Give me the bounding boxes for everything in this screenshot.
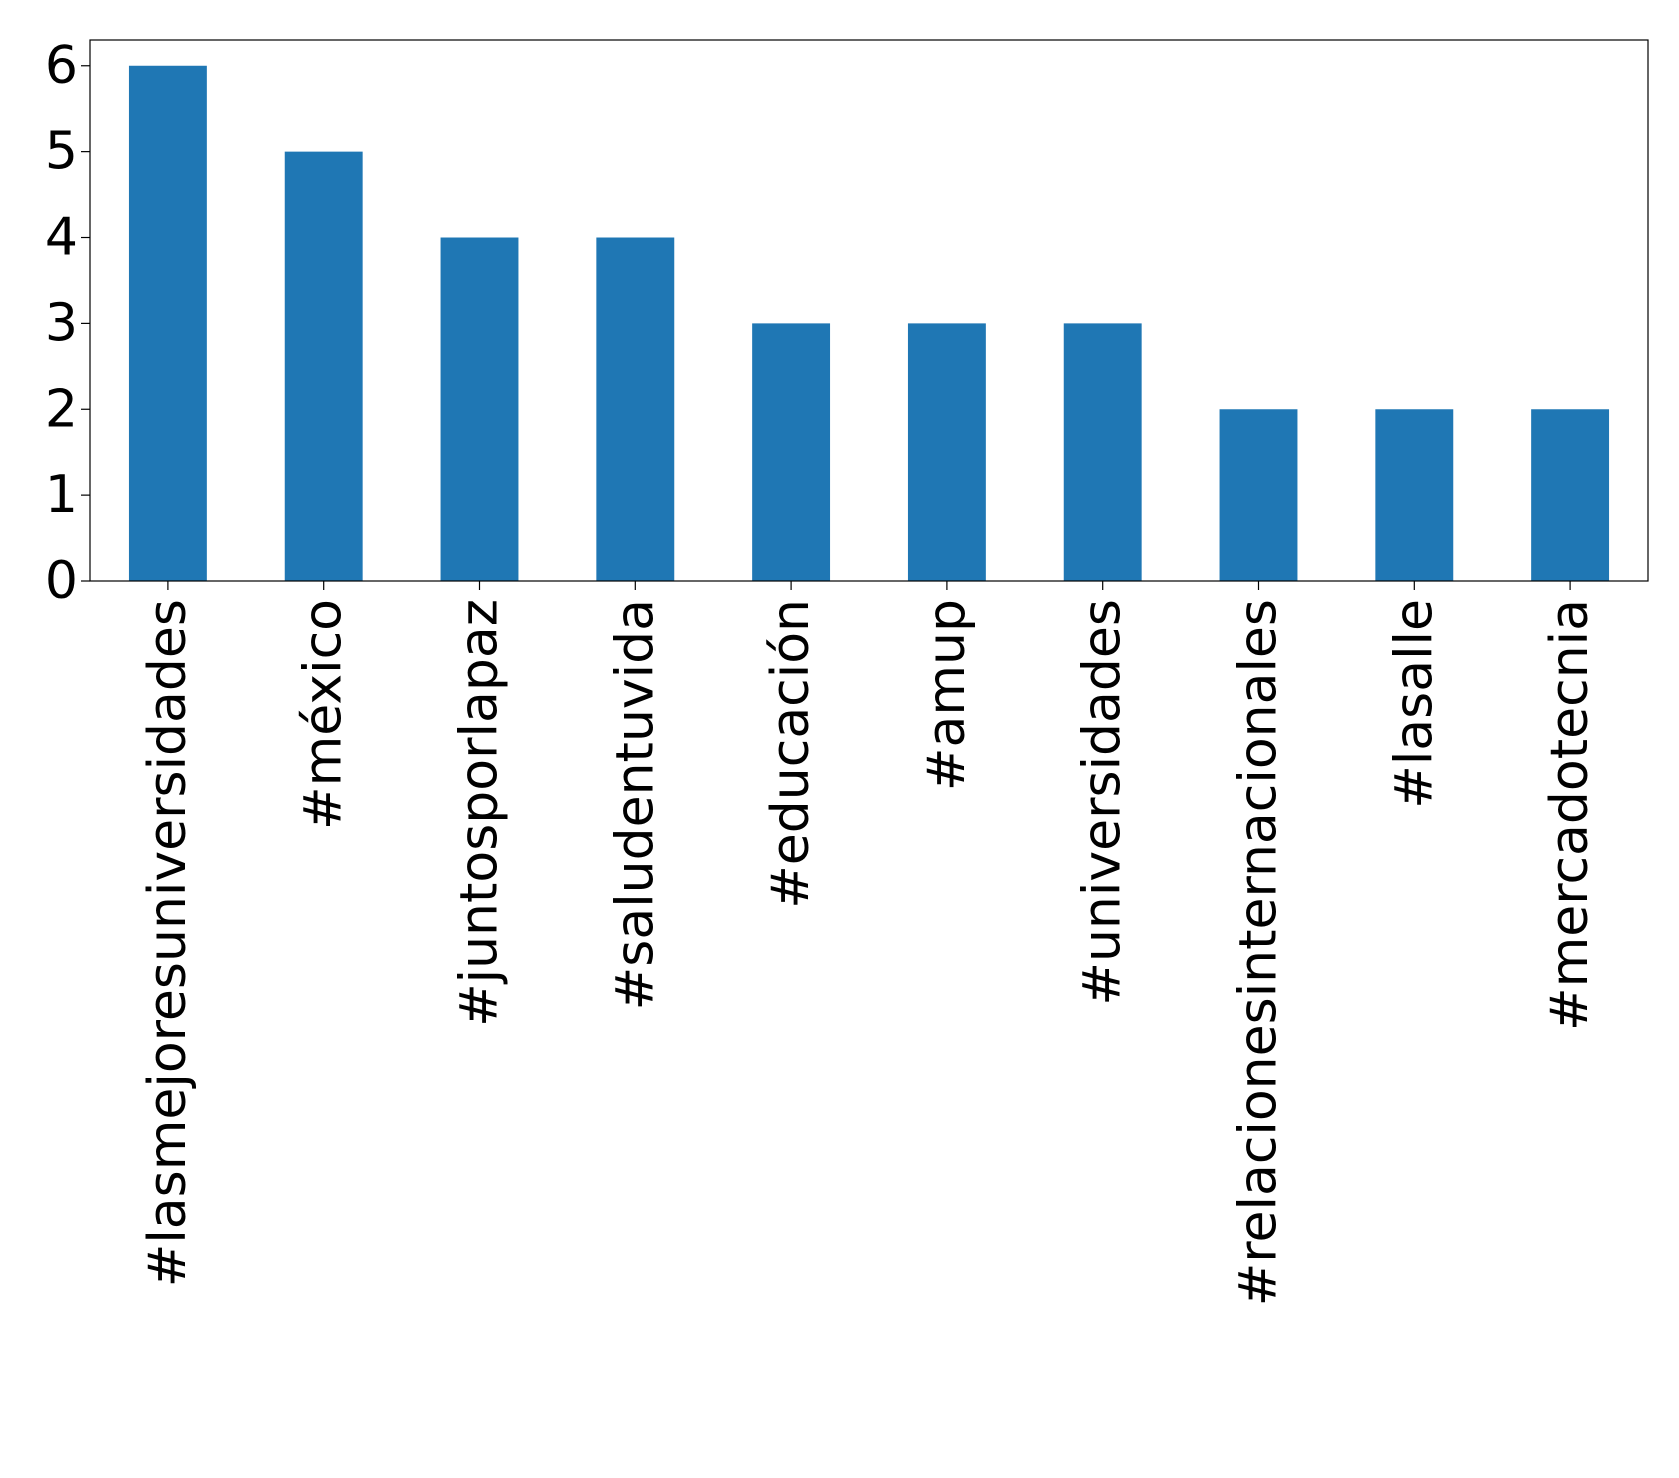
bar (907, 323, 986, 581)
bar (440, 237, 519, 581)
bar (1531, 409, 1610, 581)
y-tick-label: 3 (45, 293, 78, 353)
y-tick-label: 2 (45, 379, 78, 439)
bar (1375, 409, 1454, 581)
x-tick-label: #saludentuvida (605, 599, 665, 1010)
plot-frame (89, 39, 1649, 582)
bar (752, 323, 831, 581)
x-tick-label: #relacionesinternacionales (1229, 599, 1289, 1306)
y-tick-label: 0 (45, 551, 78, 611)
bar (284, 151, 363, 581)
x-tick-label: #mercadotecnia (1540, 599, 1600, 1031)
x-tick-label: #universidades (1073, 599, 1133, 1006)
y-tick-label: 6 (45, 36, 78, 96)
x-tick-label: #lasmejoresuniversidades (138, 599, 198, 1287)
y-tick-label: 4 (45, 208, 78, 268)
bar (128, 65, 207, 581)
x-tick-label: #méxico (294, 599, 354, 830)
bar (1063, 323, 1142, 581)
x-tick-label: #amup (917, 599, 977, 791)
x-tick-label: #lasalle (1384, 599, 1444, 809)
bar (1219, 409, 1298, 581)
bar (596, 237, 675, 581)
y-tick-label: 5 (45, 122, 78, 182)
y-tick-label: 1 (45, 465, 78, 525)
x-tick-label: #juntosporlapaz (450, 599, 510, 1027)
x-tick-label: #educación (761, 599, 821, 909)
